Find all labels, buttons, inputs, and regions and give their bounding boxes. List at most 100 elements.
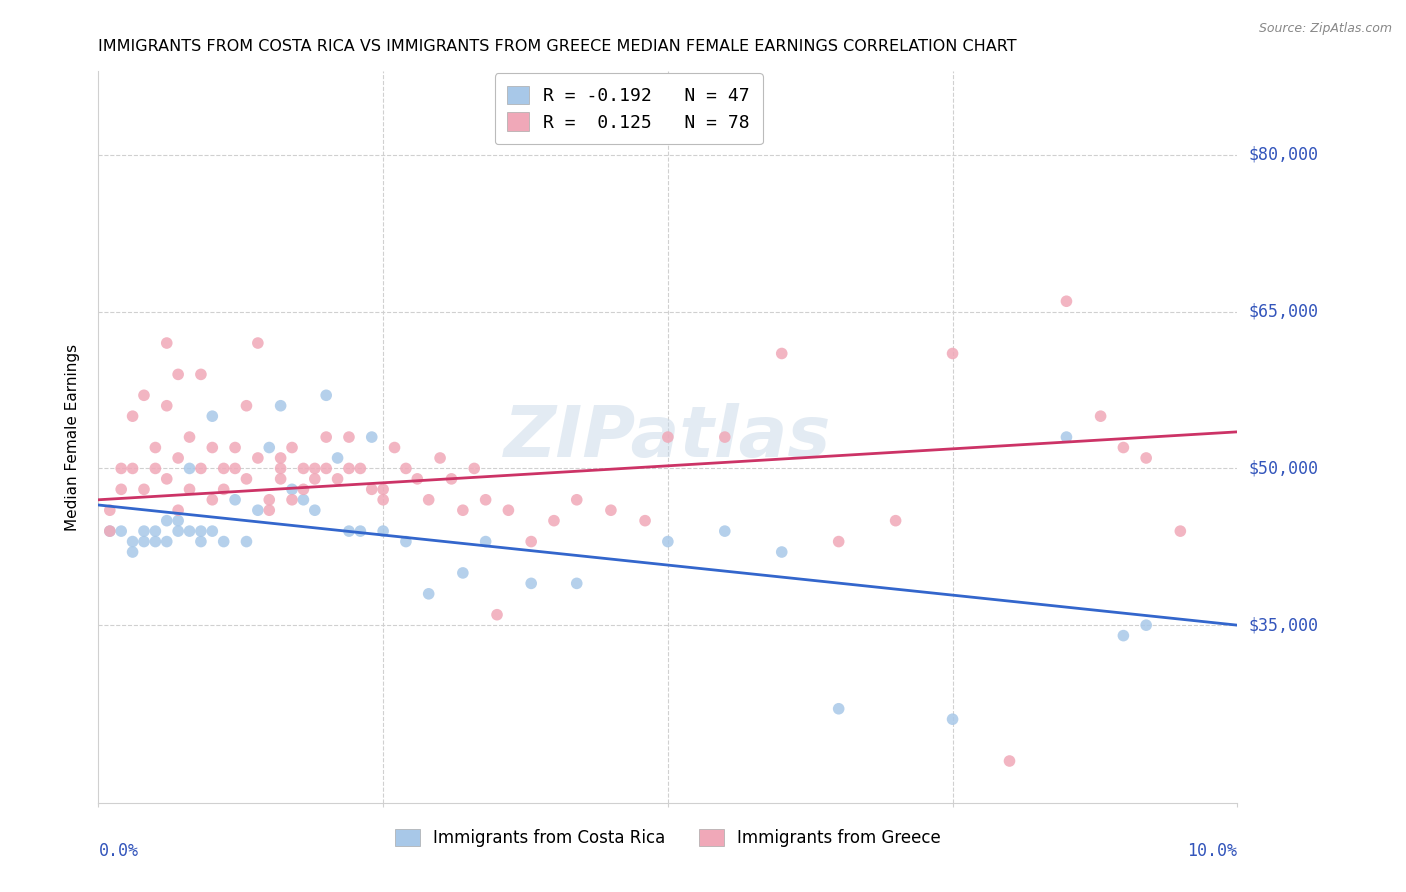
Point [474,534,496,549]
Point [828,534,851,549]
Point [349,461,371,475]
Point [110,483,132,497]
Point [156,514,179,528]
Point [315,430,337,444]
Point [201,524,224,538]
Point [373,483,395,497]
Point [770,545,793,559]
Point [942,346,965,360]
Point [179,483,201,497]
Point [395,461,418,475]
Text: $35,000: $35,000 [1249,616,1319,634]
Text: 10.0%: 10.0% [1187,842,1237,860]
Point [315,388,337,402]
Point [304,503,326,517]
Text: $65,000: $65,000 [1249,302,1319,321]
Point [212,534,235,549]
Point [440,472,463,486]
Point [224,492,246,507]
Point [259,492,281,507]
Point [190,461,212,475]
Point [1112,629,1135,643]
Text: ZIPatlas: ZIPatlas [505,402,831,472]
Point [998,754,1021,768]
Point [498,503,520,517]
Point [270,450,292,465]
Point [326,472,349,486]
Point [1135,618,1157,632]
Point [828,702,851,716]
Point [315,461,337,475]
Point [486,607,509,622]
Point [520,534,543,549]
Point [360,430,382,444]
Point [98,524,121,538]
Point [270,399,292,413]
Point [520,576,543,591]
Text: 0.0%: 0.0% [98,842,138,860]
Point [292,461,315,475]
Point [600,503,623,517]
Point [337,461,360,475]
Point [543,514,565,528]
Point [565,492,588,507]
Point [418,587,440,601]
Point [145,534,167,549]
Point [246,503,269,517]
Text: $80,000: $80,000 [1249,146,1319,164]
Point [145,461,167,475]
Point [179,524,201,538]
Point [132,534,155,549]
Point [292,483,315,497]
Point [451,503,474,517]
Text: IMMIGRANTS FROM COSTA RICA VS IMMIGRANTS FROM GREECE MEDIAN FEMALE EARNINGS CORR: IMMIGRANTS FROM COSTA RICA VS IMMIGRANTS… [98,38,1017,54]
Point [337,430,360,444]
Point [714,524,737,538]
Point [121,461,143,475]
Point [373,524,395,538]
Point [98,524,121,538]
Point [1056,430,1078,444]
Text: Source: ZipAtlas.com: Source: ZipAtlas.com [1258,22,1392,36]
Point [132,524,155,538]
Point [156,534,179,549]
Point [156,472,179,486]
Point [463,461,485,475]
Point [121,409,143,424]
Point [224,441,246,455]
Point [156,399,179,413]
Point [1135,450,1157,465]
Point [373,492,395,507]
Point [167,368,190,382]
Point [156,336,179,351]
Point [304,461,326,475]
Point [246,336,269,351]
Point [190,524,212,538]
Point [145,441,167,455]
Point [1170,524,1192,538]
Point [634,514,657,528]
Point [942,712,965,726]
Point [167,503,190,517]
Point [212,461,235,475]
Point [259,503,281,517]
Legend: Immigrants from Costa Rica, Immigrants from Greece: Immigrants from Costa Rica, Immigrants f… [381,815,955,860]
Point [474,492,496,507]
Point [235,534,257,549]
Point [349,524,371,538]
Point [201,441,224,455]
Text: $50,000: $50,000 [1249,459,1319,477]
Point [1056,294,1078,309]
Point [246,450,269,465]
Point [121,545,143,559]
Point [235,472,257,486]
Point [657,534,679,549]
Point [657,430,679,444]
Point [418,492,440,507]
Point [270,461,292,475]
Point [565,576,588,591]
Point [270,472,292,486]
Point [212,483,235,497]
Point [1090,409,1112,424]
Point [167,514,190,528]
